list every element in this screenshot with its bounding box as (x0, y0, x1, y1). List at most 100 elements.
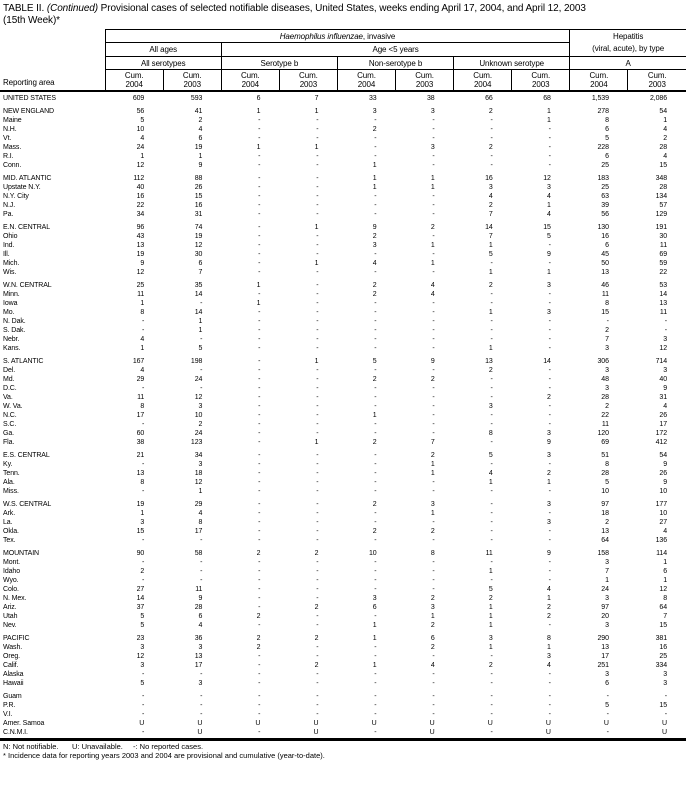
data-cell: - (141, 692, 145, 700)
data-cell: 27 (136, 585, 145, 593)
data-cell: 134 (655, 192, 667, 200)
row-area-label: S. ATLANTIC (3, 357, 44, 365)
data-cell: 158 (597, 549, 609, 557)
table-row: Alaska - - - - - - - - 3 3 (0, 670, 686, 679)
data-cell: 15 (543, 223, 551, 231)
data-cell: - (374, 701, 377, 709)
table-row: Oreg. 12 13 - - - - - 3 17 25 (0, 652, 686, 661)
data-cell: 1 (140, 152, 145, 160)
data-cell: - (316, 679, 319, 687)
data-cell: - (316, 201, 319, 209)
data-cell: - (200, 536, 203, 544)
data-cell: - (258, 250, 261, 258)
data-cell: 4 (198, 125, 203, 133)
data-cell: 2 (198, 420, 203, 428)
data-cell: 3 (547, 518, 551, 526)
data-cell: 1 (372, 634, 377, 642)
data-cell: 1 (488, 241, 493, 249)
table-row: Maine 5 2 - - - - - 1 8 1 (0, 116, 686, 125)
data-cell: 5 (140, 116, 145, 124)
data-cell: - (258, 692, 261, 700)
table-row: Ga. 60 24 - - - - 8 3 120 172 (0, 429, 686, 438)
data-cell: 1 (663, 558, 667, 566)
data-cell: - (374, 210, 377, 218)
data-cell: 3 (605, 344, 609, 352)
data-cell: - (258, 192, 261, 200)
data-cell: - (548, 536, 551, 544)
table-row: N.H. 10 4 - - 2 - - - 6 4 (0, 125, 686, 134)
data-cell: 16 (136, 192, 145, 200)
data-cell: - (141, 701, 145, 709)
data-cell: - (258, 183, 261, 191)
data-cell: 1 (488, 567, 493, 575)
data-cell: 8 (605, 460, 609, 468)
data-cell: 136 (655, 536, 667, 544)
data-cell: 9 (430, 357, 435, 365)
data-cell: - (490, 438, 493, 446)
data-cell: - (490, 670, 493, 678)
data-cell: 7 (663, 612, 667, 620)
data-cell: - (432, 250, 435, 258)
data-cell: 1 (430, 460, 435, 468)
data-cell: 1 (430, 174, 435, 182)
data-cell: 8 (663, 594, 667, 602)
data-cell: - (374, 567, 377, 575)
hib-group-header: Haemophilus influenzae, invasive (104, 29, 571, 43)
data-cell: - (374, 384, 377, 392)
data-cell: 5 (605, 134, 609, 142)
data-cell: - (548, 152, 551, 160)
data-cell: 1 (372, 183, 377, 191)
col-header-nonserb-cum2004: Cum. 2004 (337, 69, 397, 92)
data-cell: - (374, 299, 377, 307)
data-cell: - (432, 585, 435, 593)
data-cell: 14 (485, 223, 493, 231)
data-cell: 6 (256, 94, 261, 102)
data-cell: - (374, 728, 377, 736)
data-cell: - (548, 460, 551, 468)
table-row: Calif. 3 17 - 2 1 4 2 4 251 334 (0, 661, 686, 670)
row-area-label: P.R. (3, 701, 16, 709)
data-cell: - (316, 469, 319, 477)
data-cell: 5 (488, 585, 493, 593)
data-cell: - (316, 585, 319, 593)
legend-unavailable: U: Unavailable. (72, 741, 123, 751)
data-cell: 4 (488, 469, 493, 477)
data-cell: - (258, 393, 261, 401)
data-cell: - (316, 402, 319, 410)
data-cell: 2 (372, 232, 377, 240)
data-cell: - (490, 326, 493, 334)
data-cell: - (374, 116, 377, 124)
data-cell: 29 (194, 500, 203, 508)
data-cell: 4 (198, 621, 203, 629)
data-cell: 7 (488, 232, 493, 240)
data-cell: 17 (659, 420, 667, 428)
data-cell: 3 (430, 603, 435, 611)
data-cell: - (374, 317, 377, 325)
table-row: Mont. - - - - - - - - 3 1 (0, 558, 686, 567)
data-cell: 26 (194, 183, 203, 191)
data-cell: - (374, 201, 377, 209)
data-cell: 22 (601, 411, 609, 419)
data-cell: 1 (314, 259, 319, 267)
row-area-label: Colo. (3, 585, 19, 593)
data-cell: - (316, 594, 319, 602)
data-cell: 29 (136, 375, 145, 383)
data-cell: - (258, 567, 261, 575)
row-area-label: La. (3, 518, 13, 526)
data-cell: 39 (601, 201, 609, 209)
data-cell: 13 (601, 527, 609, 535)
data-cell: 2 (372, 438, 377, 446)
row-area-label: Okla. (3, 527, 19, 535)
data-cell: 11 (137, 290, 145, 298)
table-title-line1: TABLE II. (Continued) Provisional cases … (3, 3, 686, 15)
data-cell: - (548, 487, 551, 495)
data-cell: 16 (485, 174, 493, 182)
data-cell: 5 (605, 478, 609, 486)
data-cell: - (490, 701, 493, 709)
data-cell: 14 (194, 290, 203, 298)
row-area-label: Nev. (3, 621, 17, 629)
data-cell: 1 (547, 268, 551, 276)
data-cell: 1 (372, 661, 377, 669)
data-cell: - (316, 326, 319, 334)
data-cell: - (258, 411, 261, 419)
